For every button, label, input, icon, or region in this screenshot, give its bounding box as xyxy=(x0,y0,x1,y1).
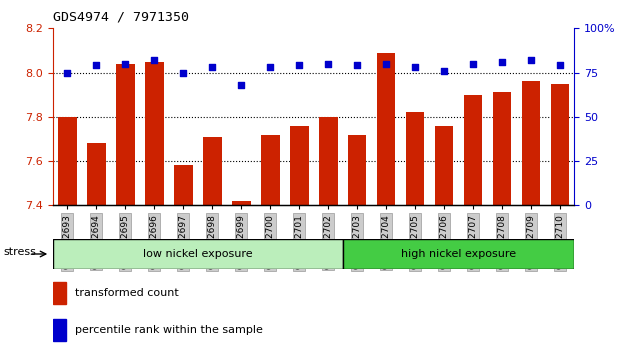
Point xyxy=(120,61,130,67)
Point xyxy=(149,57,159,63)
Bar xyxy=(289,126,309,205)
Bar xyxy=(319,117,338,205)
Text: transformed count: transformed count xyxy=(75,288,179,298)
Bar xyxy=(464,95,483,205)
Point xyxy=(497,59,507,65)
Point xyxy=(207,64,217,70)
Bar xyxy=(53,239,343,269)
Bar xyxy=(522,81,540,205)
Bar xyxy=(53,282,66,304)
Point xyxy=(439,68,449,74)
Bar xyxy=(87,143,106,205)
Bar xyxy=(551,84,569,205)
Point xyxy=(91,63,101,68)
Point xyxy=(381,61,391,67)
Point xyxy=(526,57,536,63)
Bar xyxy=(343,239,574,269)
Point xyxy=(410,64,420,70)
Point xyxy=(323,61,333,67)
Point xyxy=(62,70,72,75)
Point xyxy=(294,63,304,68)
Point xyxy=(265,64,275,70)
Bar xyxy=(53,319,66,341)
Point xyxy=(352,63,362,68)
Text: low nickel exposure: low nickel exposure xyxy=(143,249,253,259)
Bar xyxy=(406,112,425,205)
Bar xyxy=(202,137,222,205)
Point xyxy=(178,70,188,75)
Bar xyxy=(435,126,453,205)
Bar xyxy=(377,53,396,205)
Bar xyxy=(348,135,366,205)
Point xyxy=(468,61,478,67)
Point xyxy=(236,82,246,88)
Text: GDS4974 / 7971350: GDS4974 / 7971350 xyxy=(53,11,189,24)
Bar xyxy=(492,92,512,205)
Bar xyxy=(58,117,77,205)
Bar xyxy=(145,62,164,205)
Bar xyxy=(261,135,279,205)
Bar xyxy=(232,201,251,205)
Bar xyxy=(174,165,193,205)
Text: percentile rank within the sample: percentile rank within the sample xyxy=(75,325,263,335)
Text: high nickel exposure: high nickel exposure xyxy=(401,249,516,259)
Point xyxy=(555,63,565,68)
Text: stress: stress xyxy=(3,247,36,257)
Bar xyxy=(116,64,135,205)
